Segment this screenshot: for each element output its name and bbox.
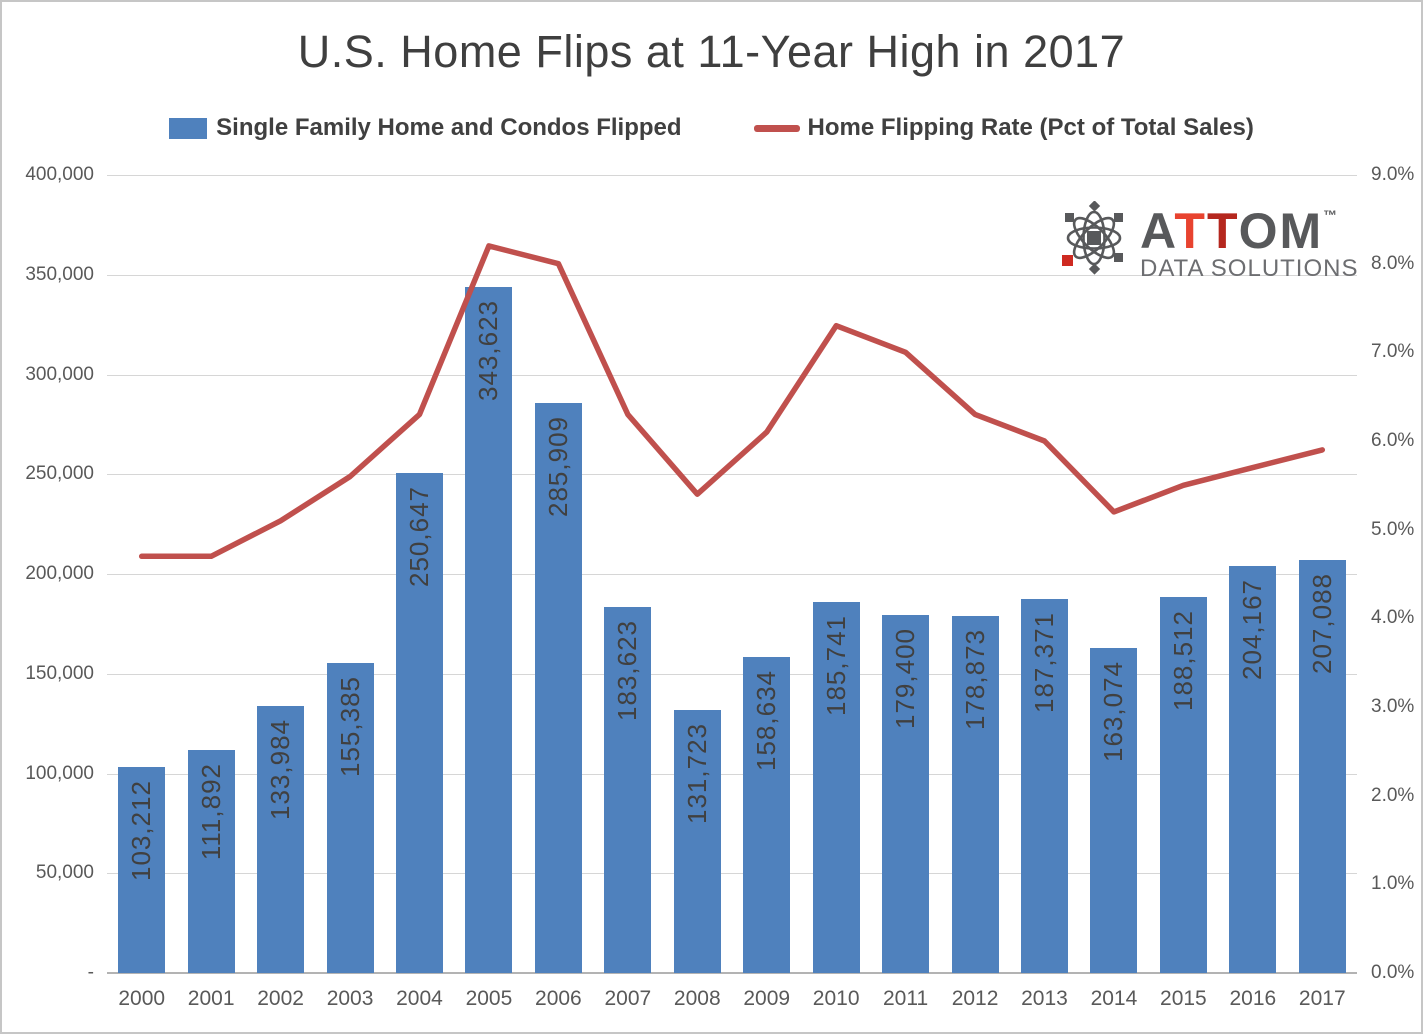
x-axis-tick-label: 2002 xyxy=(257,987,304,1010)
bar-2005: 343,623 xyxy=(465,287,513,973)
gridline xyxy=(107,374,1357,376)
gridline xyxy=(107,474,1357,476)
logo-letters-om: OM xyxy=(1238,203,1324,259)
x-axis-tick-label: 2000 xyxy=(118,987,166,1010)
bar-2000: 103,212 xyxy=(118,767,166,973)
x-axis-tick-label: 2009 xyxy=(743,987,791,1010)
x-axis-tick-label: 2013 xyxy=(1021,987,1068,1010)
attom-logo-tagline: DATA SOLUTIONS xyxy=(1140,255,1359,282)
bar-2013: 187,371 xyxy=(1021,599,1068,973)
gridline xyxy=(107,873,1357,875)
attom-logo: ATTOM™ DATA SOLUTIONS xyxy=(1058,192,1358,283)
plot-area: 103,212 111,892 133,984 155,385 250,647 343,6… xyxy=(107,175,1357,974)
x-axis-tick-label: 2012 xyxy=(951,987,999,1010)
y-axis-right-tick-label: 3.0% xyxy=(1371,696,1415,717)
line-series-swatch xyxy=(753,124,800,132)
y-axis-right-tick-label: 2.0% xyxy=(1371,784,1415,806)
bar-2002: 133,984 xyxy=(257,705,305,973)
x-axis-tick-label: 2014 xyxy=(1090,987,1138,1010)
chart-title: U.S. Home Flips at 11-Year High in 2017 xyxy=(297,26,1126,77)
bar-series-swatch xyxy=(169,117,208,139)
bar-series-label: Single Family Home and Condos Flipped xyxy=(216,114,682,141)
gridline xyxy=(107,175,1357,176)
y-axis-right-tick-label: 9.0% xyxy=(1371,164,1415,185)
x-axis-tick-label: 2015 xyxy=(1160,987,1207,1010)
logo-letter-t1: T xyxy=(1174,203,1207,259)
gridline xyxy=(107,773,1357,775)
bar-2015: 188,512 xyxy=(1159,596,1207,973)
bar-2016: 204,167 xyxy=(1229,565,1277,973)
x-axis-tick-label: 2017 xyxy=(1298,987,1346,1010)
logo-letter-a: A xyxy=(1140,203,1175,259)
y-axis-left-tick-label: - xyxy=(87,962,94,983)
y-axis-right-tick-label: 7.0% xyxy=(1371,341,1415,363)
x-axis-tick-label: 2008 xyxy=(673,987,721,1010)
gridline xyxy=(107,673,1357,675)
x-axis-tick-label: 2010 xyxy=(812,987,860,1010)
gridline xyxy=(107,574,1357,575)
attom-logo-text: ATTOM™ DATA SOLUTIONS xyxy=(1140,192,1358,283)
bar-2014: 163,074 xyxy=(1090,647,1138,973)
bar-2006: 285,909 xyxy=(534,402,582,973)
rate-line-chart xyxy=(138,243,1326,560)
y-axis-left-tick-label: 350,000 xyxy=(25,263,94,285)
bar-2017: 207,088 xyxy=(1298,559,1346,973)
bar-2008: 131,723 xyxy=(673,710,721,973)
bar-2012: 178,873 xyxy=(951,616,999,973)
bar-2009: 158,634 xyxy=(743,656,791,973)
legend-item-rate: Home Flipping Rate (Pct of Total Sales) xyxy=(753,114,1254,142)
x-axis-tick-label: 2011 xyxy=(883,987,929,1010)
line-series-label: Home Flipping Rate (Pct of Total Sales) xyxy=(807,114,1254,141)
y-axis-left-tick-label: 300,000 xyxy=(25,363,94,385)
legend: Single Family Home and Condos Flipped Ho… xyxy=(2,114,1421,142)
y-axis-right-tick-label: 0.0% xyxy=(1371,962,1415,983)
attom-logo-icon xyxy=(1062,200,1123,275)
gridline xyxy=(107,274,1357,276)
y-axis-left-tick-label: 400,000 xyxy=(25,164,94,185)
bar-2004: 250,647 xyxy=(396,472,443,973)
x-axis-tick-label: 2005 xyxy=(465,987,513,1010)
bar-2007: 183,623 xyxy=(604,606,652,973)
x-axis-tick-label: 2004 xyxy=(396,987,443,1010)
y-axis-right-tick-label: 4.0% xyxy=(1371,607,1415,629)
rate-line xyxy=(138,243,1326,560)
x-axis-line xyxy=(107,972,1357,974)
x-axis-tick-label: 2006 xyxy=(535,987,582,1010)
x-axis-tick-label: 2001 xyxy=(187,987,235,1010)
y-axis-left-tick-label: 250,000 xyxy=(25,463,94,485)
x-axis-tick-label: 2016 xyxy=(1229,987,1277,1010)
bar-2011: 179,400 xyxy=(882,615,930,973)
x-axis-tick-label: 2003 xyxy=(326,987,374,1010)
legend-item-flips: Single Family Home and Condos Flipped xyxy=(169,114,682,142)
y-axis-right-tick-label: 1.0% xyxy=(1371,873,1415,895)
y-axis-right-tick-label: 6.0% xyxy=(1371,430,1415,451)
bar-2001: 111,892 xyxy=(187,749,235,973)
y-axis-left-tick-label: 50,000 xyxy=(35,862,94,884)
attom-logo-wordmark: ATTOM™ xyxy=(1140,192,1358,256)
x-axis-tick-label: 2007 xyxy=(604,987,652,1010)
trademark-symbol: ™ xyxy=(1323,207,1338,223)
y-axis-left-tick-label: 100,000 xyxy=(25,762,94,784)
bar-2010: 185,741 xyxy=(812,602,860,973)
y-axis-left-tick-label: 200,000 xyxy=(25,563,94,584)
y-axis-right-tick-label: 5.0% xyxy=(1371,518,1415,540)
logo-letter-t2: T xyxy=(1206,203,1239,259)
bar-2003: 155,385 xyxy=(326,663,374,973)
y-axis-left-tick-label: 150,000 xyxy=(25,662,94,684)
y-axis-right-tick-label: 8.0% xyxy=(1371,252,1415,274)
